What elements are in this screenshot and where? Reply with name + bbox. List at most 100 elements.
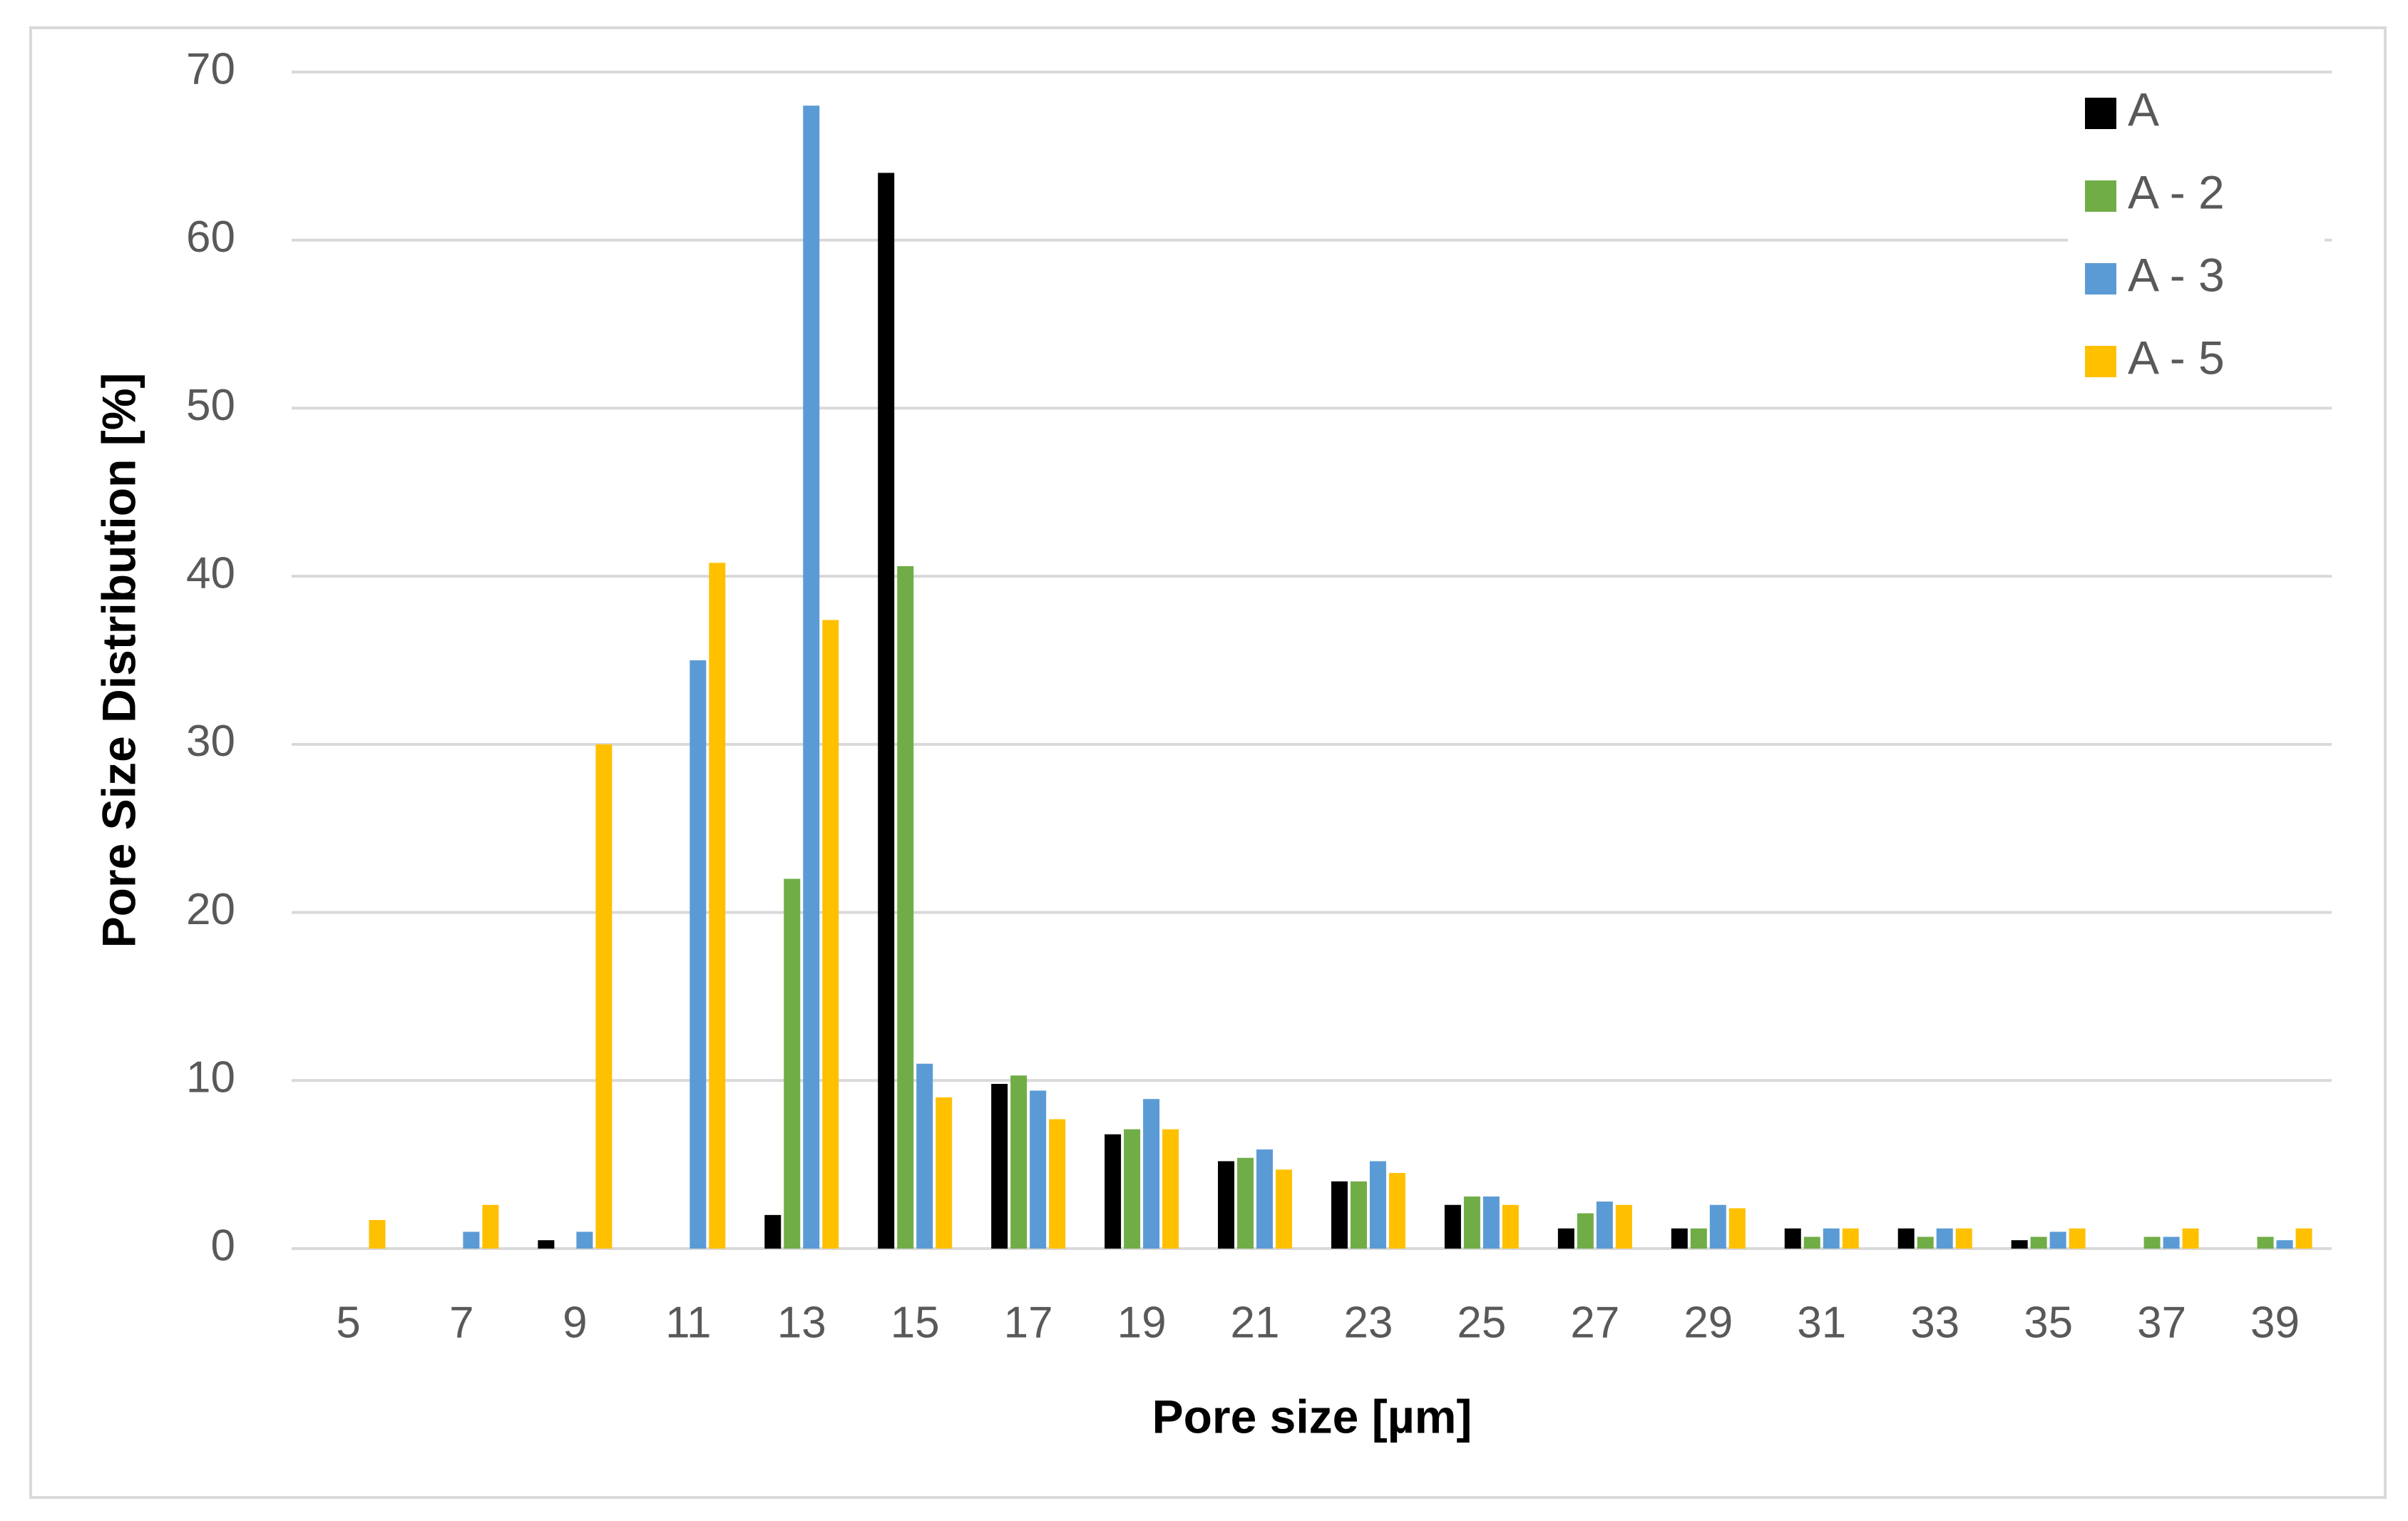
bar: [878, 173, 895, 1249]
x-tick-label: 29: [1684, 1298, 1733, 1347]
bar: [1482, 1196, 1500, 1249]
y-tick-label: 60: [186, 212, 235, 262]
bar: [595, 744, 613, 1249]
bar: [2011, 1240, 2028, 1249]
x-tick-label: 31: [1797, 1298, 1846, 1347]
bar: [690, 660, 707, 1249]
bar: [369, 1219, 386, 1249]
bar: [1842, 1228, 1859, 1249]
bar: [2069, 1228, 2086, 1249]
bar: [1049, 1119, 1066, 1249]
x-tick-label: 35: [2024, 1298, 2073, 1347]
bar: [2049, 1231, 2066, 1249]
bar: [1143, 1099, 1160, 1249]
x-tick-label: 21: [1231, 1298, 1280, 1347]
x-tick-label: 15: [891, 1298, 940, 1347]
bar: [1784, 1228, 1801, 1249]
bar: [1331, 1181, 1348, 1249]
bar: [538, 1240, 555, 1249]
bar: [709, 563, 726, 1249]
legend-label: A - 3: [2128, 248, 2225, 301]
x-tick-label: 25: [1457, 1298, 1506, 1347]
bar: [2143, 1236, 2161, 1249]
bar: [1897, 1228, 1915, 1249]
x-tick-label: 5: [336, 1298, 360, 1347]
bar: [1690, 1228, 1707, 1249]
bar: [1218, 1161, 1235, 1249]
bar: [2295, 1228, 2312, 1249]
bar: [1936, 1228, 1953, 1249]
x-tick-label: 11: [665, 1298, 711, 1347]
bar: [1276, 1169, 1293, 1249]
bar: [1615, 1204, 1632, 1249]
bar: [936, 1097, 953, 1249]
bar: [1955, 1228, 1972, 1249]
bar: [1577, 1213, 1594, 1249]
bar: [2163, 1236, 2180, 1249]
legend-label: A - 5: [2128, 331, 2225, 384]
bar: [1369, 1161, 1386, 1249]
bar: [1917, 1236, 1934, 1249]
bar: [2276, 1240, 2293, 1249]
bar: [1350, 1181, 1367, 1249]
bar: [1709, 1204, 1726, 1249]
bar: [1105, 1134, 1122, 1249]
bar: [897, 566, 914, 1249]
bar: [1237, 1157, 1254, 1249]
bar: [1596, 1202, 1613, 1249]
bar: [1010, 1075, 1028, 1249]
bar: [1502, 1204, 1519, 1249]
bar: [764, 1214, 782, 1249]
bar: [1444, 1204, 1461, 1249]
x-tick-label: 27: [1570, 1298, 1619, 1347]
bar: [1030, 1090, 1047, 1249]
bar: [2182, 1228, 2199, 1249]
bar: [916, 1063, 933, 1249]
bar: [1256, 1149, 1274, 1249]
y-axis-title: Pore Size Distribution [%]: [92, 373, 145, 948]
legend-swatch: [2085, 180, 2116, 212]
y-tick-label: 10: [186, 1053, 235, 1102]
bar: [2030, 1236, 2047, 1249]
y-tick-label: 20: [186, 885, 235, 934]
chart-border: [29, 26, 2387, 1499]
bar: [1803, 1236, 1820, 1249]
bar: [576, 1231, 593, 1249]
x-tick-label: 19: [1117, 1298, 1167, 1347]
bar: [1728, 1208, 1746, 1249]
bar: [463, 1231, 480, 1249]
bar: [1671, 1228, 1688, 1249]
x-axis-title: Pore size [µm]: [1152, 1390, 1472, 1443]
bar: [1557, 1228, 1574, 1249]
x-tick-label: 37: [2137, 1298, 2186, 1347]
bar: [2257, 1236, 2274, 1249]
y-tick-label: 50: [186, 381, 235, 430]
legend-swatch: [2085, 98, 2116, 129]
x-tick-label: 7: [449, 1298, 473, 1347]
x-tick-label: 9: [563, 1298, 587, 1347]
bar: [822, 620, 839, 1249]
y-tick-label: 0: [211, 1221, 235, 1270]
bar: [1162, 1129, 1179, 1249]
x-tick-label: 39: [2250, 1298, 2300, 1347]
bar: [1124, 1129, 1141, 1249]
y-tick-label: 70: [186, 44, 235, 93]
legend-label: A - 2: [2128, 165, 2225, 218]
bar: [1388, 1172, 1405, 1249]
bar: [991, 1084, 1008, 1249]
bar: [1463, 1196, 1480, 1249]
bar: [1823, 1228, 1840, 1249]
bar: [482, 1204, 499, 1249]
y-tick-label: 30: [186, 717, 235, 766]
bar: [803, 106, 820, 1249]
x-tick-label: 17: [1004, 1298, 1053, 1347]
legend-swatch: [2085, 346, 2116, 377]
bar: [784, 879, 801, 1249]
y-tick-label: 40: [186, 549, 235, 598]
legend-swatch: [2085, 263, 2116, 295]
x-tick-label: 23: [1343, 1298, 1393, 1347]
x-tick-label: 33: [1910, 1298, 1959, 1347]
legend-label: A: [2128, 83, 2159, 135]
x-tick-label: 13: [777, 1298, 826, 1347]
